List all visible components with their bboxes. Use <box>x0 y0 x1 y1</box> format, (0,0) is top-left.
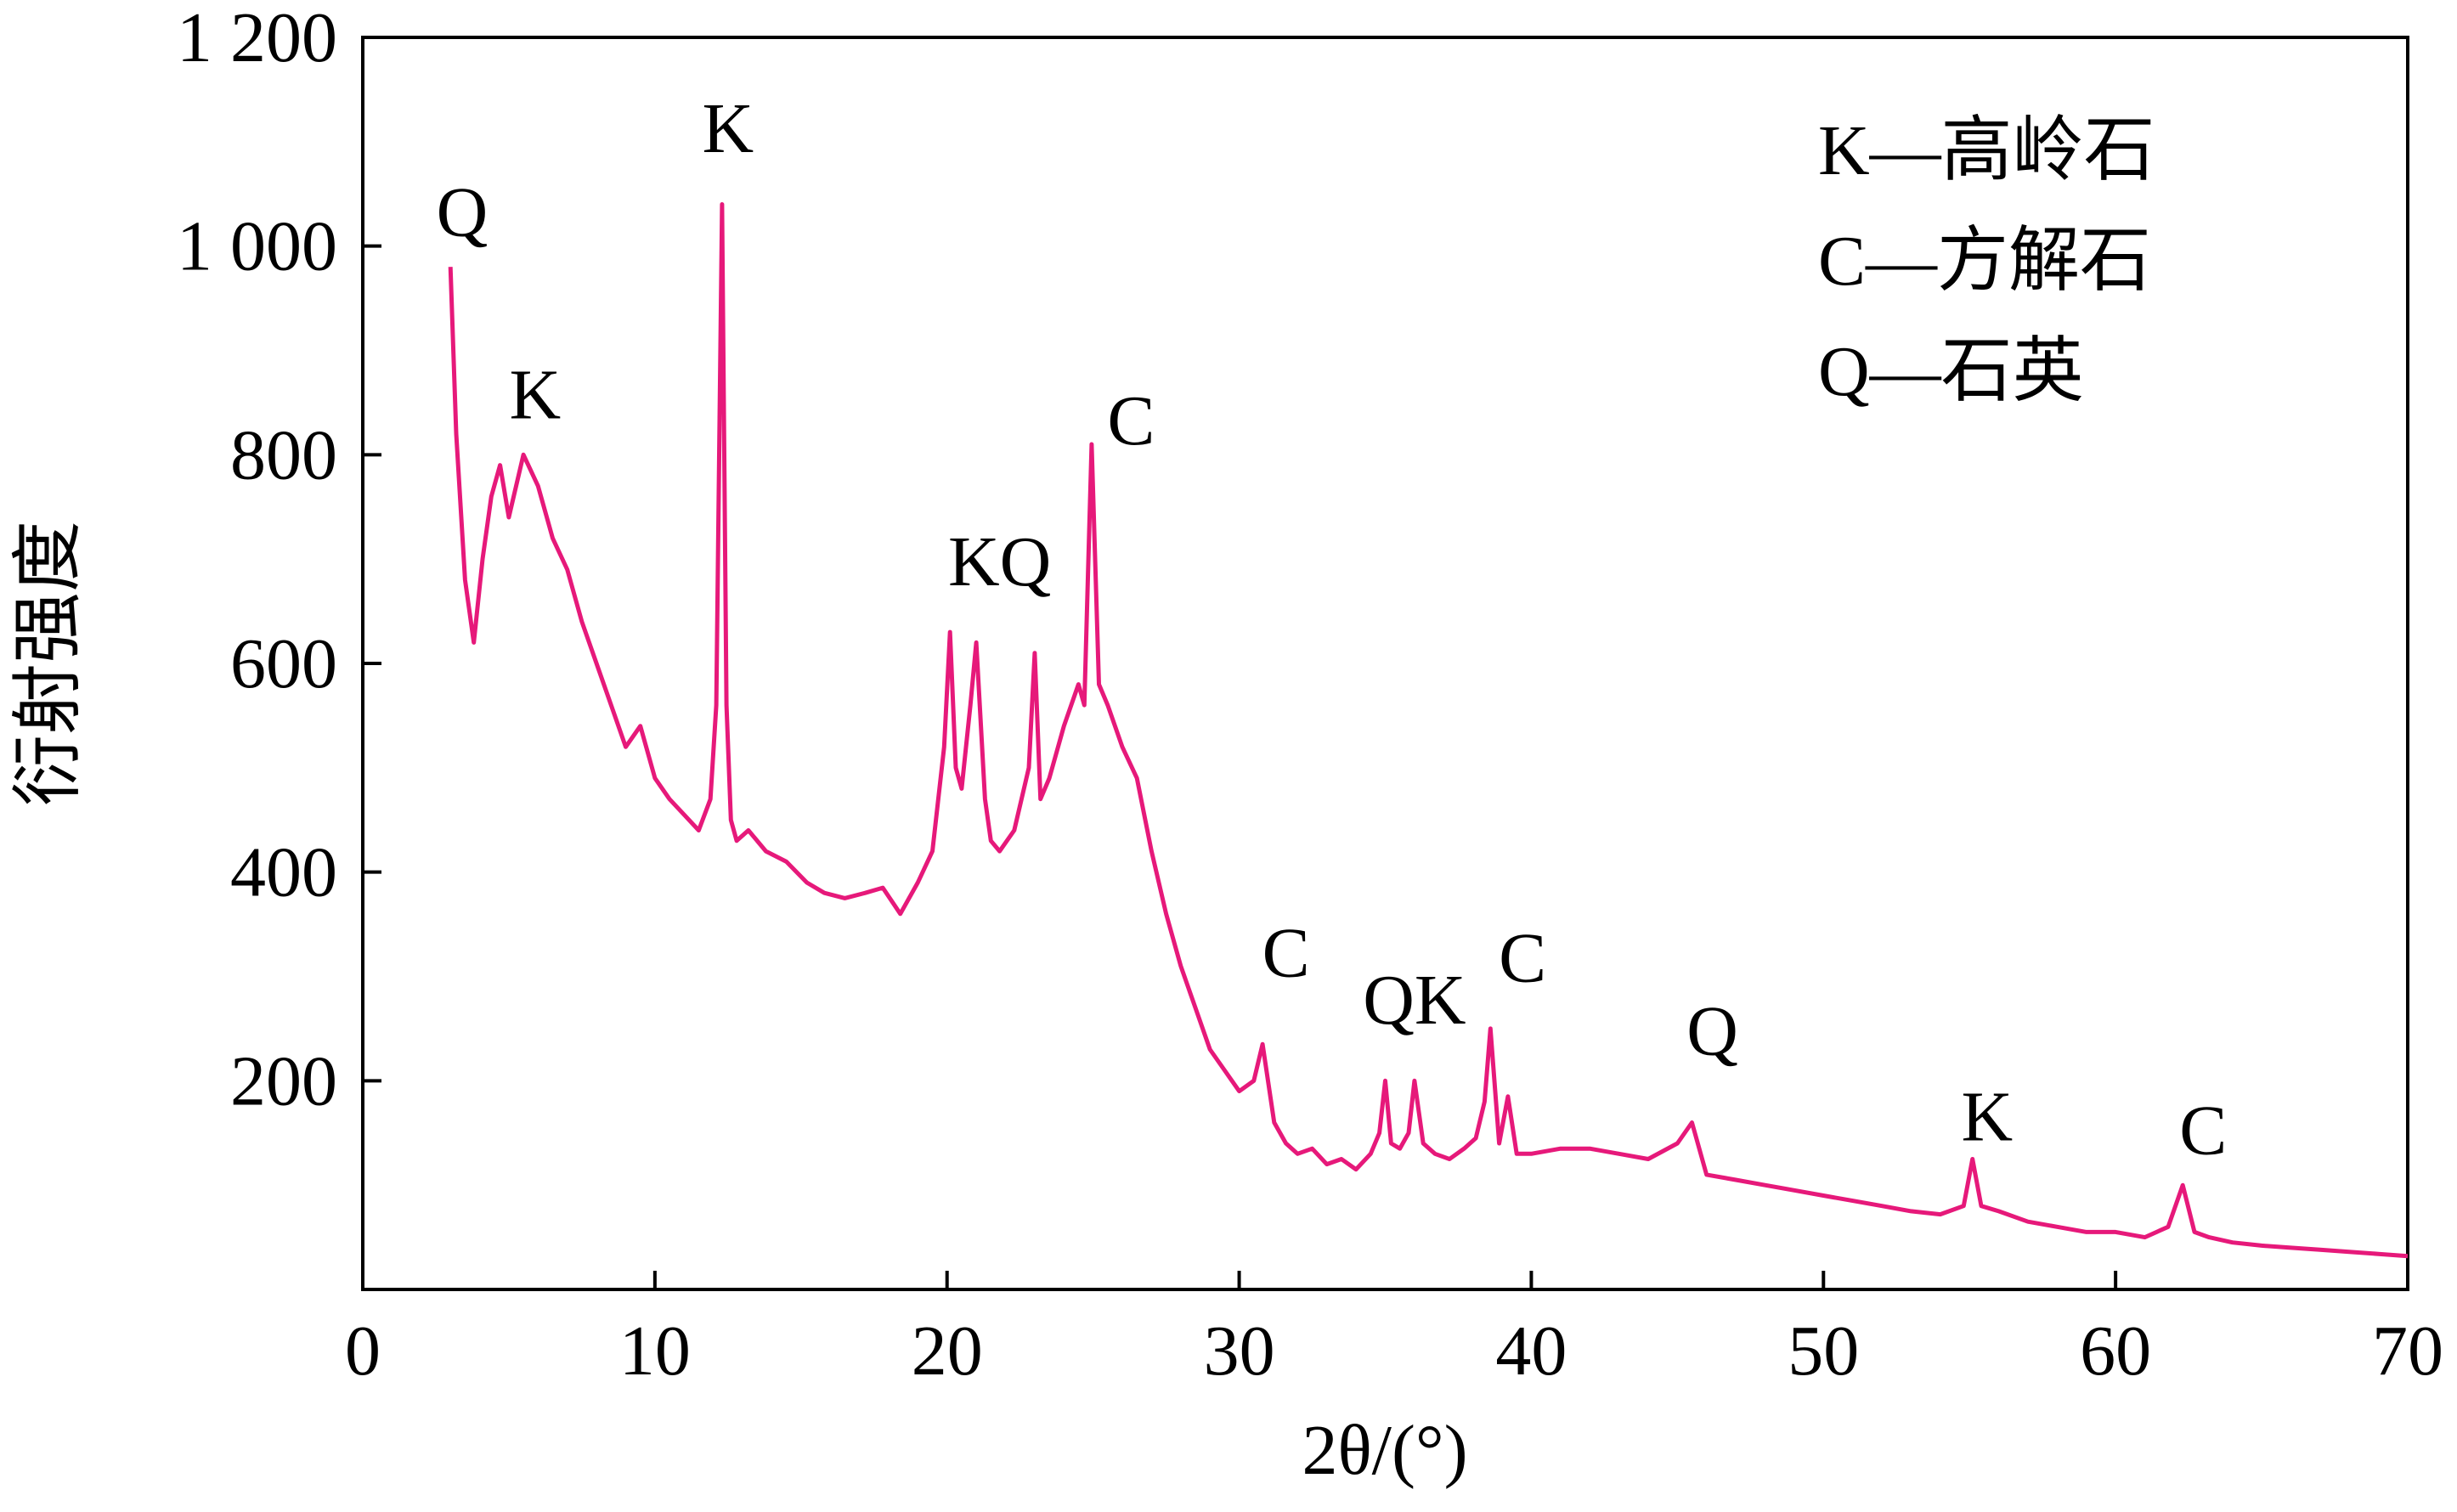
x-tick-label: 50 <box>1788 1312 1859 1391</box>
x-tick-label: 40 <box>1495 1312 1567 1391</box>
y-tick-label: 400 <box>230 833 337 912</box>
y-tick-label: 800 <box>230 415 337 494</box>
peak-label: C <box>1499 919 1546 998</box>
x-tick-label: 20 <box>912 1312 983 1391</box>
peak-label: C <box>1107 381 1155 460</box>
x-tick-label: 30 <box>1204 1312 1275 1391</box>
x-tick-label: 70 <box>2372 1312 2443 1391</box>
legend-entry: C—方解石 <box>1818 222 2151 301</box>
peak-label: KQ <box>948 522 1051 601</box>
peak-label: QK <box>1363 961 1466 1040</box>
legend-entry: K—高岭石 <box>1818 111 2155 190</box>
y-tick-label: 600 <box>230 624 337 703</box>
y-tick-label: 1 000 <box>177 207 337 286</box>
x-tick-label: 60 <box>2080 1312 2151 1391</box>
y-axis-title: 衍射强度 <box>9 521 88 806</box>
x-tick-label: 0 <box>345 1312 381 1391</box>
legend-entry: Q—石英 <box>1818 332 2084 411</box>
legend: K—高岭石 C—方解石 Q—石英 <box>1818 111 2155 411</box>
x-axis-title: 2θ/(°) <box>1302 1411 1467 1490</box>
y-axis-tick-labels: 200 400 600 800 1 000 1 200 <box>177 0 337 1120</box>
series-line <box>448 202 2409 1259</box>
peak-label: C <box>2179 1091 2227 1170</box>
y-axis-ticks <box>363 244 381 1083</box>
peak-label: Q <box>1686 992 1738 1071</box>
x-tick-label: 10 <box>619 1312 691 1391</box>
y-tick-label: 200 <box>230 1041 337 1120</box>
y-tick-label: 1 200 <box>177 0 337 77</box>
peak-label: K <box>510 355 562 434</box>
peak-label: C <box>1262 914 1310 993</box>
peak-label: K <box>1962 1077 2014 1156</box>
peak-label: K <box>702 89 754 168</box>
x-axis-ticks <box>652 1271 2118 1289</box>
x-axis-tick-labels: 0 10 20 30 40 50 60 70 <box>345 1312 2443 1391</box>
peak-label: Q <box>437 172 489 251</box>
